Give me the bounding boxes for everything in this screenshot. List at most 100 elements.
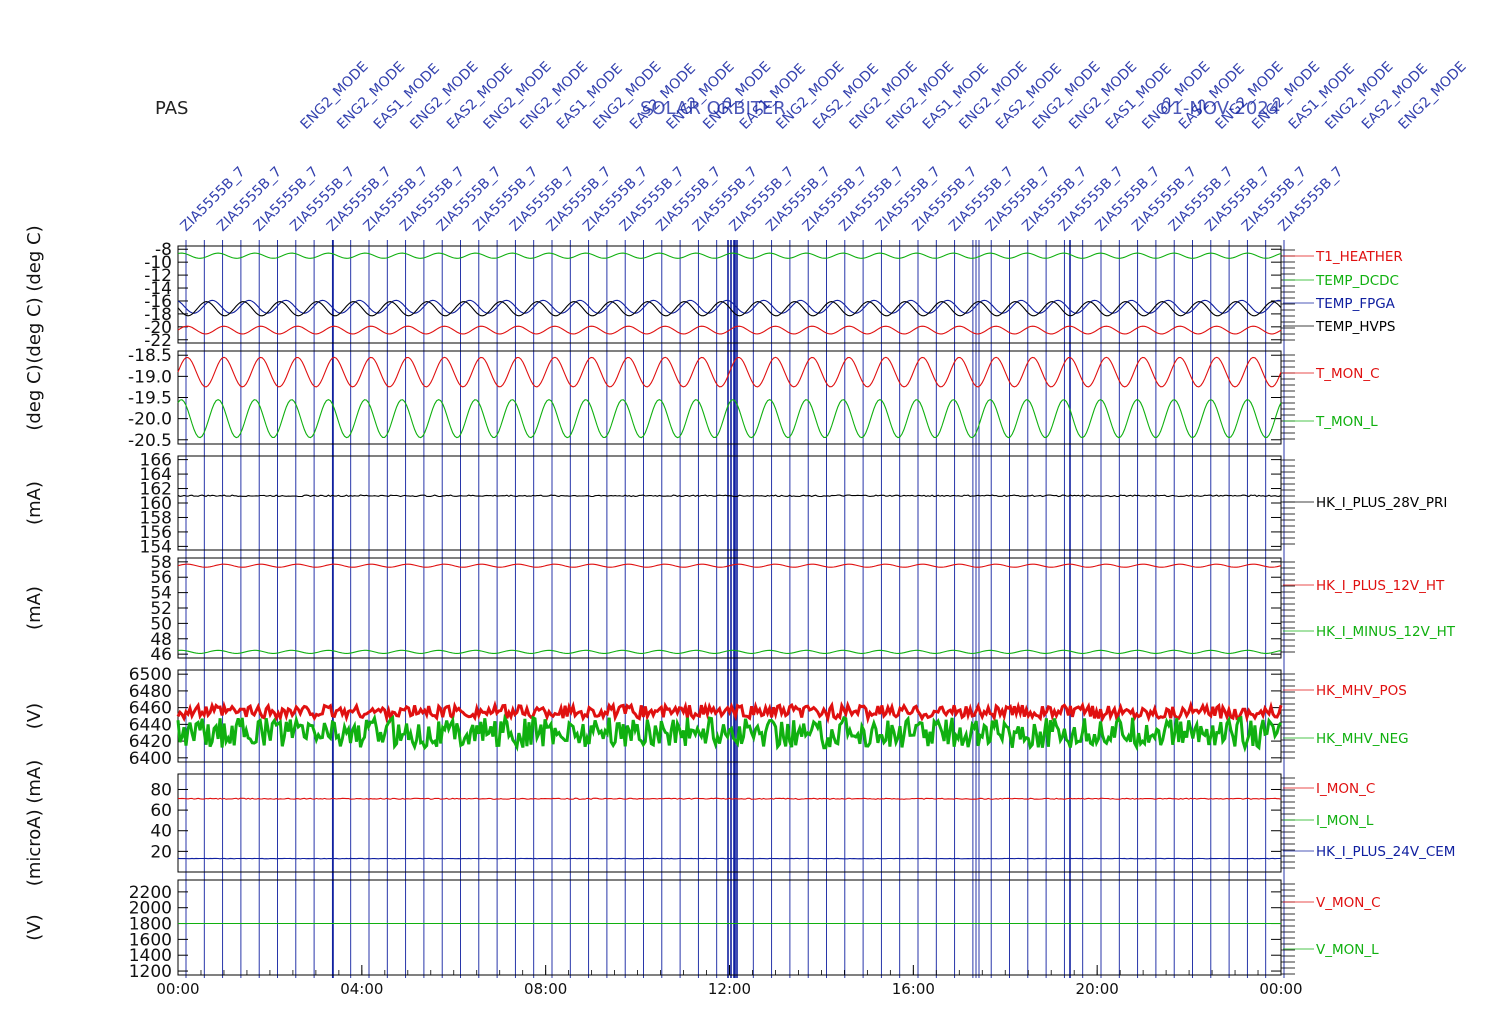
- y-tick-label: 6460: [129, 699, 172, 719]
- y-axis-label: (V): [24, 703, 45, 729]
- date-label: 01-NOV-2024: [1160, 98, 1281, 119]
- panel-frame: [177, 879, 1282, 976]
- legend-label: T_MON_L: [1315, 414, 1378, 430]
- panel-frame: [177, 245, 1282, 344]
- y-tick-label: 2200: [129, 883, 172, 903]
- y-tick-label: -20.5: [128, 431, 172, 451]
- legend-label: HK_I_MINUS_12V_HT: [1316, 624, 1456, 640]
- y-tick-label: 154: [140, 537, 172, 557]
- x-tick-label: 20:00: [1076, 980, 1119, 998]
- legend-label: HK_I_PLUS_28V_PRI: [1316, 495, 1447, 511]
- y-tick-label: 6480: [129, 682, 172, 702]
- panel-frame: [177, 557, 1282, 659]
- x-tick-label: 08:00: [524, 980, 567, 998]
- legend-label: TEMP_DCDC: [1315, 273, 1399, 289]
- series-line: [177, 797, 1282, 800]
- y-tick-label: 2000: [129, 899, 172, 919]
- mission-title: SOLAR ORBITER: [640, 98, 786, 119]
- y-tick-label: 1600: [129, 930, 172, 950]
- y-tick-label: -16: [144, 292, 172, 312]
- x-tick-label: 04:00: [340, 980, 383, 998]
- y-tick-label: -20: [144, 318, 172, 338]
- legend-label: HK_I_PLUS_12V_HT: [1316, 578, 1445, 594]
- y-tick-label: 80: [150, 780, 172, 800]
- y-tick-label: 1800: [129, 915, 172, 935]
- y-tick-label: 156: [140, 523, 172, 543]
- series-line: [176, 713, 1283, 753]
- y-tick-label: 162: [140, 480, 172, 500]
- y-tick-label: 158: [140, 508, 172, 528]
- panel-1: -8-10-12-14-16-18-20-22 (deg C) (deg C) T1…: [24, 225, 1403, 363]
- y-tick-label: 6500: [129, 665, 172, 685]
- event-label-lower: ZIA5555B_7: [1276, 164, 1347, 235]
- y-tick-label: 1200: [129, 962, 172, 982]
- series-line: [177, 563, 1282, 568]
- event-lines-layer: ZIA5555B_7ENG2_MODEZIA5555B_7ENG2_MODEZI…: [178, 59, 1470, 978]
- y-tick-label: -12: [144, 266, 172, 286]
- y-tick-label: 166: [140, 451, 172, 471]
- series-line: [177, 299, 1282, 314]
- legend-label: TEMP_FPGA: [1315, 296, 1396, 312]
- y-tick-label: 40: [150, 822, 172, 842]
- y-tick-label: 1400: [129, 946, 172, 966]
- y-tick-label: -10: [144, 253, 172, 273]
- y-tick-label: 58: [150, 553, 172, 573]
- y-tick-label: -22: [144, 331, 172, 351]
- y-tick-label: 52: [150, 599, 172, 619]
- y-tick-label: -14: [144, 279, 172, 299]
- y-tick-label: -18: [144, 305, 172, 325]
- series-line: [177, 301, 1282, 317]
- legend-label: V_MON_C: [1316, 895, 1381, 911]
- y-axis-label: (mA): [24, 481, 45, 525]
- y-tick-label: -20.0: [128, 410, 172, 430]
- y-axis-label: (mA): [24, 586, 45, 630]
- instrument-label: PAS: [155, 98, 189, 119]
- legend-label: I_MON_C: [1316, 781, 1375, 797]
- legend-label: HK_MHV_NEG: [1316, 731, 1409, 747]
- panel-frame: [177, 773, 1282, 873]
- legend-label: TEMP_HVPS: [1315, 319, 1395, 335]
- y-tick-label: -19.0: [128, 367, 172, 387]
- series-line: [177, 325, 1282, 335]
- panels-layer: -8-10-12-14-16-18-20-22 (deg C) (deg C) T1…: [24, 225, 1456, 982]
- y-tick-label: -18.5: [128, 346, 172, 366]
- y-tick-label: 56: [150, 568, 172, 588]
- y-tick-label: 48: [150, 630, 172, 650]
- series-line: [177, 398, 1282, 439]
- y-axis-label: (deg C): [24, 364, 45, 430]
- series-line: [176, 700, 1283, 725]
- y-tick-label: 160: [140, 494, 172, 514]
- y-tick-label: -8: [155, 240, 172, 260]
- y-tick-label: 54: [150, 584, 172, 604]
- x-tick-label: 16:00: [892, 980, 935, 998]
- legend-label: HK_I_PLUS_24V_CEM: [1316, 844, 1455, 860]
- legend-label: HK_MHV_POS: [1316, 683, 1407, 699]
- y-tick-label: 46: [150, 645, 172, 665]
- legend-label: T1_HEATHER: [1315, 249, 1403, 265]
- legend-label: V_MON_L: [1316, 942, 1379, 958]
- y-tick-label: 6420: [129, 732, 172, 752]
- legend-label: I_MON_L: [1316, 813, 1374, 829]
- series-line: [177, 252, 1282, 259]
- y-tick-label: 164: [140, 465, 172, 485]
- y-tick-label: 6440: [129, 715, 172, 735]
- time-axis: 00:00 04:00 08:00 12:00 16:00 20:00 00:00: [156, 965, 1303, 998]
- y-tick-label: 60: [150, 801, 172, 821]
- panel-2: -18.5-19.0-19.5-20.0-20.5 (deg C) T_MON_C T…: [24, 346, 1380, 451]
- x-tick-label: 00:00: [156, 980, 199, 998]
- x-tick-label: 00:00: [1259, 980, 1302, 998]
- series-line: [177, 494, 1282, 498]
- panel-frame: [177, 455, 1282, 551]
- series-line: [177, 356, 1282, 388]
- series-line: [177, 649, 1282, 654]
- y-axis-label: (microA) (mA): [24, 760, 45, 886]
- y-axis-label: (V): [24, 914, 45, 940]
- panel-frame: [177, 350, 1282, 445]
- y-tick-label: -19.5: [128, 389, 172, 409]
